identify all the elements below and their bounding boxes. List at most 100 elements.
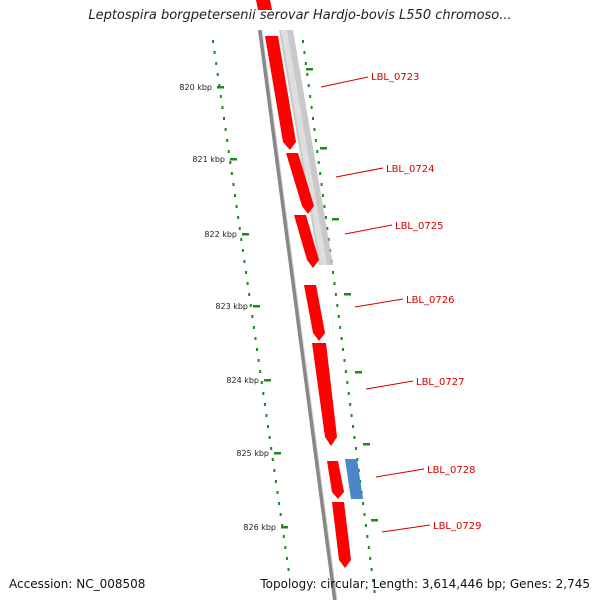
scale-dot bbox=[276, 491, 279, 494]
scale-dot bbox=[267, 425, 270, 428]
scale-dot bbox=[254, 337, 257, 340]
guide-tick bbox=[344, 293, 351, 296]
guide-dot bbox=[354, 447, 357, 450]
scale-dot bbox=[273, 469, 276, 472]
scale-dot bbox=[252, 326, 255, 329]
guide-dot bbox=[310, 106, 313, 109]
guide-dot bbox=[302, 40, 304, 43]
scale-dot bbox=[223, 117, 226, 120]
guide-dot bbox=[314, 139, 317, 142]
gene-labels: LBL_0723 LBL_0724 LBL_0725 LBL_0726 LBL_0727… bbox=[320, 72, 481, 533]
guide-dot bbox=[364, 524, 367, 527]
scale-dot bbox=[282, 535, 285, 538]
guide-tick bbox=[363, 443, 370, 446]
guide-dot bbox=[362, 502, 365, 505]
scale-dot bbox=[230, 172, 233, 175]
scale-tick bbox=[264, 379, 271, 382]
guide-dot bbox=[352, 425, 355, 428]
accession-text: Accession: NC_008508 bbox=[9, 577, 146, 591]
guide-dot bbox=[370, 568, 373, 571]
guide-dot bbox=[363, 513, 366, 516]
guide-dot bbox=[316, 150, 319, 153]
gene-label: LBL_0725 bbox=[395, 221, 443, 232]
gene-leader-line bbox=[381, 524, 431, 533]
scale-dot bbox=[268, 436, 271, 439]
scale-dot bbox=[248, 293, 251, 296]
scale-dot bbox=[260, 381, 263, 384]
gene-label: LBL_0729 bbox=[433, 521, 481, 532]
scale-tick bbox=[281, 526, 288, 529]
guide-dot bbox=[303, 51, 306, 54]
guide-dot bbox=[349, 403, 352, 406]
scale-dot bbox=[281, 524, 284, 527]
guide-dot bbox=[350, 414, 353, 417]
guide-dot bbox=[323, 205, 326, 208]
forward-gene-arrow bbox=[332, 502, 351, 568]
guide-dot bbox=[320, 183, 323, 186]
scale-label: 826 kbp bbox=[243, 523, 276, 532]
scale-dot bbox=[284, 546, 287, 549]
guide-dot bbox=[353, 436, 356, 439]
scale-dot bbox=[213, 51, 216, 54]
guide-dot bbox=[313, 128, 316, 131]
guide-dot bbox=[312, 117, 315, 120]
forward-gene-arrow bbox=[312, 343, 337, 446]
guide-dot bbox=[307, 84, 310, 87]
guide-tick bbox=[320, 147, 327, 150]
gene-label: LBL_0728 bbox=[427, 465, 475, 476]
scale-dot bbox=[270, 447, 273, 450]
scale-dot bbox=[226, 139, 229, 142]
guide-dot bbox=[369, 557, 372, 560]
guide-dot bbox=[319, 172, 322, 175]
scale-dot bbox=[241, 249, 244, 252]
gene-leader-line bbox=[320, 76, 369, 88]
scale-dot bbox=[246, 282, 249, 285]
scale-dot bbox=[245, 271, 248, 274]
guide-tick bbox=[371, 519, 378, 522]
genome-summary: Topology: circular; Length: 3,614,446 bp… bbox=[260, 577, 590, 591]
guide-dot bbox=[334, 293, 337, 296]
guide-dot bbox=[373, 590, 376, 593]
scale-dot bbox=[243, 260, 246, 263]
scale-label: 823 kbp bbox=[215, 302, 248, 311]
guide-dot bbox=[347, 392, 350, 395]
scale-dot bbox=[240, 238, 243, 241]
guide-dot bbox=[333, 282, 336, 285]
forward-gene-arrow bbox=[304, 285, 325, 341]
guide-dot bbox=[344, 370, 347, 373]
scale-dot bbox=[251, 315, 254, 318]
guide-dot bbox=[309, 95, 312, 98]
scale-tick bbox=[253, 305, 260, 308]
scale-dot bbox=[278, 502, 281, 505]
scale-label: 822 kbp bbox=[204, 230, 237, 239]
forward-gene-arrow bbox=[286, 153, 314, 214]
guide-dot bbox=[332, 271, 335, 274]
scale-label: 824 kbp bbox=[226, 376, 259, 385]
other-feature-track bbox=[279, 30, 333, 265]
guide-dot bbox=[317, 161, 320, 164]
scale-dot bbox=[212, 40, 214, 43]
scale-tick bbox=[217, 86, 224, 89]
scale-dot bbox=[263, 403, 266, 406]
scale-label: 820 kbp bbox=[179, 83, 212, 92]
guide-dot bbox=[339, 326, 342, 329]
guide-dot bbox=[346, 381, 349, 384]
guide-dot bbox=[327, 238, 330, 241]
gene-leader-line bbox=[354, 298, 404, 308]
guide-tick bbox=[355, 371, 362, 374]
scale-dot bbox=[238, 227, 241, 230]
scale-tick bbox=[242, 233, 249, 236]
gene-leader-line bbox=[365, 380, 414, 390]
scale-ruler: 820 kbp 821 kbp 822 kbp 823 kbp 824 kbp 825 k… bbox=[179, 40, 378, 593]
guide-dot bbox=[336, 304, 339, 307]
gene-label: LBL_0726 bbox=[406, 295, 454, 306]
scale-dot bbox=[257, 359, 260, 362]
scale-dot bbox=[218, 84, 221, 87]
guide-dot bbox=[322, 194, 325, 197]
gene-label: LBL_0727 bbox=[416, 377, 464, 388]
scale-dot bbox=[262, 392, 265, 395]
gene-leader-line bbox=[335, 167, 384, 178]
guide-dot bbox=[367, 546, 370, 549]
guide-dot bbox=[304, 62, 307, 65]
